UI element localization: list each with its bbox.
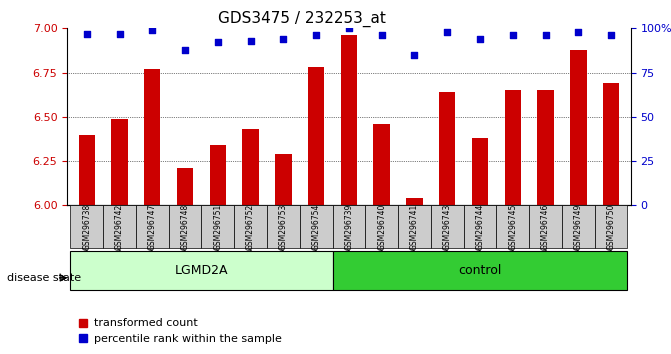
Point bbox=[507, 33, 518, 38]
Text: GSM296744: GSM296744 bbox=[476, 203, 484, 250]
FancyBboxPatch shape bbox=[136, 205, 168, 248]
FancyBboxPatch shape bbox=[70, 205, 103, 248]
Text: GSM296739: GSM296739 bbox=[344, 203, 354, 250]
FancyBboxPatch shape bbox=[201, 205, 234, 248]
FancyBboxPatch shape bbox=[529, 205, 562, 248]
Text: GSM296742: GSM296742 bbox=[115, 204, 124, 250]
Text: GSM296738: GSM296738 bbox=[83, 204, 91, 250]
Point bbox=[474, 36, 485, 42]
FancyBboxPatch shape bbox=[333, 205, 365, 248]
Point bbox=[114, 31, 125, 36]
Bar bbox=[603, 83, 619, 205]
Point bbox=[540, 33, 551, 38]
Bar bbox=[209, 145, 226, 205]
Bar bbox=[570, 50, 586, 205]
Text: disease state: disease state bbox=[7, 273, 81, 283]
Point bbox=[409, 52, 420, 58]
Point bbox=[606, 33, 617, 38]
Text: GSM296752: GSM296752 bbox=[246, 204, 255, 250]
Text: GSM296750: GSM296750 bbox=[607, 203, 615, 250]
Bar bbox=[472, 138, 488, 205]
Text: GSM296741: GSM296741 bbox=[410, 204, 419, 250]
Bar bbox=[537, 90, 554, 205]
Text: GSM296751: GSM296751 bbox=[213, 204, 222, 250]
Point bbox=[245, 38, 256, 44]
Text: GSM296746: GSM296746 bbox=[541, 203, 550, 250]
Text: GSM296749: GSM296749 bbox=[574, 203, 583, 250]
Point bbox=[81, 31, 92, 36]
FancyBboxPatch shape bbox=[562, 205, 595, 248]
Bar bbox=[79, 135, 95, 205]
Point bbox=[278, 36, 289, 42]
FancyBboxPatch shape bbox=[300, 205, 333, 248]
Bar bbox=[341, 35, 357, 205]
Bar bbox=[308, 67, 324, 205]
Point bbox=[213, 40, 223, 45]
Bar bbox=[177, 168, 193, 205]
Text: GSM296743: GSM296743 bbox=[443, 203, 452, 250]
Text: control: control bbox=[458, 264, 502, 277]
Bar bbox=[439, 92, 456, 205]
Point bbox=[573, 29, 584, 35]
Text: GSM296753: GSM296753 bbox=[279, 203, 288, 250]
FancyBboxPatch shape bbox=[267, 205, 300, 248]
Point bbox=[147, 27, 158, 33]
Text: LGMD2A: LGMD2A bbox=[174, 264, 228, 277]
FancyBboxPatch shape bbox=[398, 205, 431, 248]
Legend: transformed count, percentile rank within the sample: transformed count, percentile rank withi… bbox=[72, 314, 286, 348]
Bar bbox=[374, 124, 390, 205]
Point bbox=[344, 25, 354, 31]
Bar bbox=[275, 154, 292, 205]
Bar bbox=[242, 129, 259, 205]
Bar bbox=[144, 69, 160, 205]
FancyBboxPatch shape bbox=[464, 205, 497, 248]
Bar bbox=[406, 198, 423, 205]
Text: GSM296745: GSM296745 bbox=[508, 203, 517, 250]
FancyBboxPatch shape bbox=[333, 251, 627, 290]
FancyBboxPatch shape bbox=[431, 205, 464, 248]
Text: GSM296754: GSM296754 bbox=[311, 203, 321, 250]
Text: GSM296748: GSM296748 bbox=[180, 204, 190, 250]
FancyBboxPatch shape bbox=[234, 205, 267, 248]
Point bbox=[376, 33, 387, 38]
FancyBboxPatch shape bbox=[497, 205, 529, 248]
Text: GSM296747: GSM296747 bbox=[148, 203, 157, 250]
Text: GDS3475 / 232253_at: GDS3475 / 232253_at bbox=[218, 11, 386, 27]
Point bbox=[311, 33, 321, 38]
FancyBboxPatch shape bbox=[595, 205, 627, 248]
FancyBboxPatch shape bbox=[168, 205, 201, 248]
Bar bbox=[111, 119, 127, 205]
Bar bbox=[505, 90, 521, 205]
FancyBboxPatch shape bbox=[103, 205, 136, 248]
Text: GSM296740: GSM296740 bbox=[377, 203, 386, 250]
Point bbox=[180, 47, 191, 52]
Point bbox=[442, 29, 453, 35]
FancyBboxPatch shape bbox=[70, 251, 333, 290]
FancyBboxPatch shape bbox=[365, 205, 398, 248]
